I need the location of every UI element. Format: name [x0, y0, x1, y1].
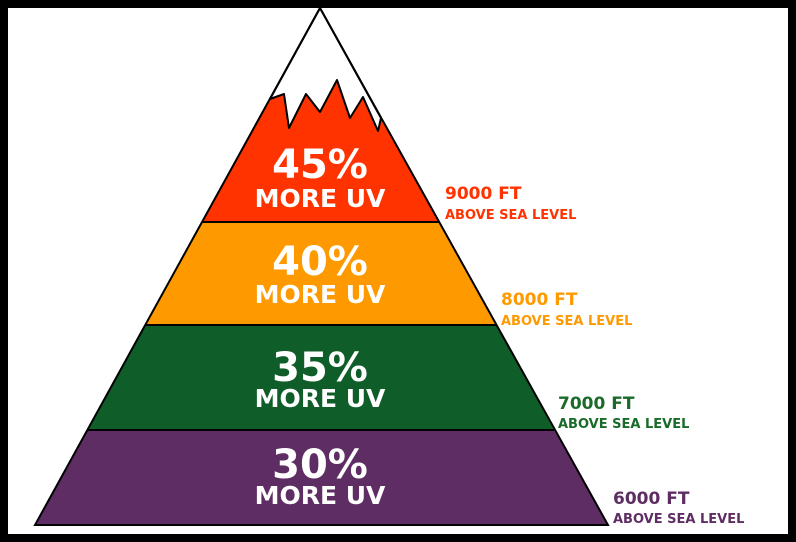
altitude: 9000 FT: [445, 184, 522, 204]
uv-pyramid: 45% MORE UV 9000 FT ABOVE SEA LEVEL 40% …: [0, 0, 796, 542]
caption: MORE UV: [255, 184, 386, 213]
altitude-note: ABOVE SEA LEVEL: [445, 208, 576, 223]
altitude: 8000 FT: [501, 290, 578, 310]
caption: MORE UV: [255, 384, 386, 413]
percent: 40%: [272, 239, 368, 285]
altitude: 7000 FT: [558, 394, 635, 414]
altitude-note: ABOVE SEA LEVEL: [613, 512, 744, 527]
altitude-note: ABOVE SEA LEVEL: [558, 417, 689, 432]
caption: MORE UV: [255, 280, 386, 309]
caption: MORE UV: [255, 481, 386, 510]
percent: 45%: [272, 142, 368, 188]
altitude: 6000 FT: [613, 489, 690, 509]
page: {"levels": [ {"percent": "45%", "caption…: [0, 0, 796, 542]
altitude-note: ABOVE SEA LEVEL: [501, 314, 632, 329]
